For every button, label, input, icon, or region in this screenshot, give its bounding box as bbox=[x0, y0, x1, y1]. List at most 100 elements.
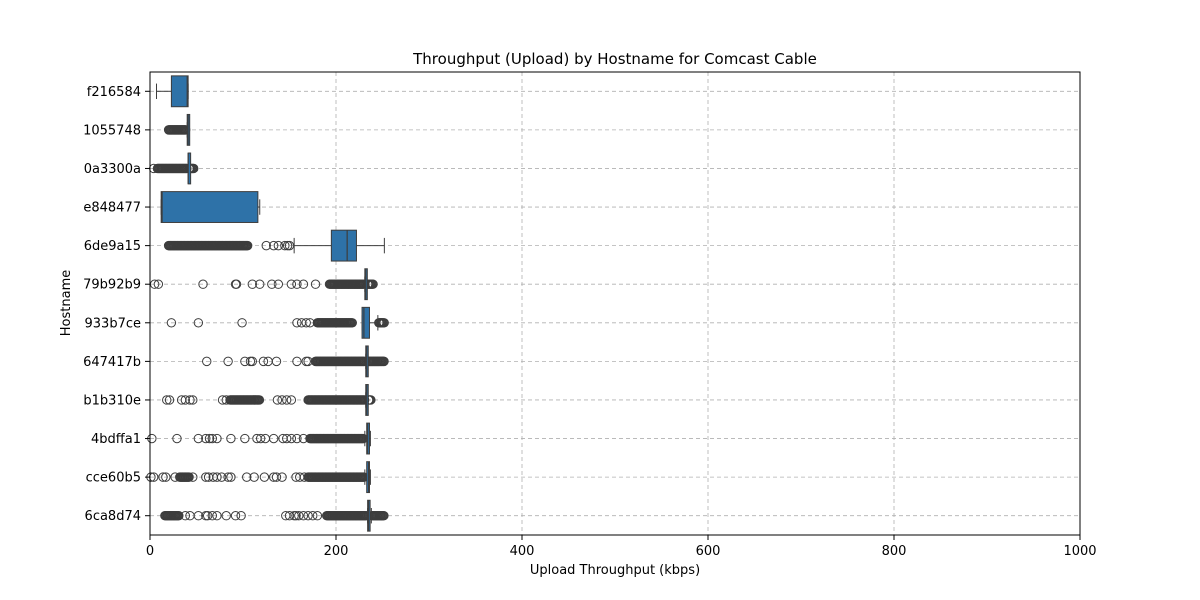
outlier-point bbox=[212, 433, 222, 444]
outlier-point bbox=[193, 318, 204, 328]
outlier-point bbox=[273, 279, 284, 289]
outlier-point bbox=[298, 433, 309, 444]
outlier-point bbox=[286, 279, 297, 289]
box-6ca8d74 bbox=[160, 499, 389, 532]
x-tick-label: 200 bbox=[324, 544, 349, 559]
outlier-point bbox=[198, 279, 208, 289]
outlier-point bbox=[170, 472, 180, 482]
outlier-point bbox=[240, 433, 250, 444]
outlier-point bbox=[164, 395, 175, 405]
outlier-point bbox=[207, 433, 218, 444]
x-tick-label: 1000 bbox=[1063, 544, 1096, 559]
outlier-point bbox=[273, 240, 284, 251]
iqr-box bbox=[170, 75, 189, 108]
y-tick-label: 4bdffa1 bbox=[91, 432, 141, 447]
outlier-point bbox=[254, 395, 265, 405]
outlier-point bbox=[216, 472, 227, 482]
box-f216584 bbox=[156, 75, 189, 108]
outlier-point bbox=[240, 356, 250, 367]
box-6de9a15 bbox=[163, 229, 385, 262]
outlier-point bbox=[221, 395, 231, 405]
outlier-point bbox=[217, 395, 228, 405]
outlier-point bbox=[268, 433, 279, 444]
outlier-point bbox=[282, 433, 292, 444]
outlier-point bbox=[201, 472, 211, 482]
box-b1b310e bbox=[162, 384, 376, 416]
box-933b7ce bbox=[166, 306, 389, 339]
x-tick-label: 800 bbox=[882, 544, 907, 559]
outlier-point bbox=[298, 279, 309, 289]
x-tick-label: 600 bbox=[696, 544, 721, 559]
outlier-point bbox=[347, 318, 357, 328]
outlier-point bbox=[161, 472, 171, 482]
outlier-point bbox=[226, 433, 236, 444]
outlier-point bbox=[261, 240, 271, 251]
x-tick-label: 0 bbox=[146, 544, 154, 559]
outlier-point bbox=[193, 511, 204, 521]
outlier-point bbox=[292, 318, 302, 328]
y-tick-label: 79b92b9 bbox=[83, 278, 141, 293]
outlier-point bbox=[255, 433, 266, 444]
outlier-point bbox=[298, 511, 309, 521]
outlier-point bbox=[242, 240, 253, 251]
outlier-point bbox=[268, 240, 279, 251]
outlier-point bbox=[271, 472, 282, 482]
outlier-point bbox=[231, 279, 242, 289]
outlier-point bbox=[379, 318, 389, 328]
outlier-point bbox=[272, 395, 283, 405]
y-tick-label: e848477 bbox=[83, 201, 141, 216]
outlier-point bbox=[267, 279, 277, 289]
outlier-point bbox=[295, 472, 305, 482]
outlier-point bbox=[301, 318, 311, 328]
outlier-point bbox=[368, 279, 378, 289]
outlier-point bbox=[212, 472, 222, 482]
outlier-point bbox=[204, 433, 215, 444]
outlier-point bbox=[188, 472, 198, 482]
outlier-point bbox=[223, 356, 233, 367]
outlier-point bbox=[158, 472, 168, 482]
y-tick-label: 1055748 bbox=[83, 123, 141, 138]
outlier-point bbox=[303, 356, 313, 367]
box-1055748 bbox=[163, 113, 191, 146]
outlier-point bbox=[184, 472, 194, 482]
outlier-point bbox=[193, 433, 204, 444]
outlier-point bbox=[226, 472, 236, 482]
outlier-point bbox=[292, 356, 302, 367]
outlier-point bbox=[291, 511, 301, 521]
box-647417b bbox=[202, 345, 389, 378]
outlier-point bbox=[303, 511, 313, 521]
grid bbox=[149, 72, 1081, 535]
outlier-point bbox=[202, 356, 212, 367]
outlier-point bbox=[286, 395, 297, 405]
outlier-point bbox=[308, 511, 318, 521]
outlier-point bbox=[242, 472, 252, 482]
axes: 0 200 400 600 800 1000 f216584 1055748 0a3300a e8… bbox=[83, 85, 1096, 559]
outlier-point bbox=[202, 511, 213, 521]
outlier-point bbox=[237, 318, 247, 328]
outlier-point bbox=[299, 472, 310, 482]
outlier-point bbox=[180, 511, 191, 521]
box-e848477 bbox=[160, 191, 261, 223]
y-tick-label: f216584 bbox=[87, 85, 141, 100]
outlier-point bbox=[223, 472, 233, 482]
outlier-point bbox=[236, 511, 246, 521]
outlier-point bbox=[230, 511, 241, 521]
outlier-point bbox=[255, 279, 265, 289]
outlier-point bbox=[174, 511, 184, 521]
outlier-point bbox=[292, 279, 302, 289]
y-tick-label: cce60b5 bbox=[86, 471, 141, 486]
y-tick-label: 6de9a15 bbox=[84, 239, 141, 254]
y-tick-label: 647417b bbox=[83, 355, 141, 370]
plot-frame bbox=[149, 71, 1081, 536]
outlier-point bbox=[284, 511, 295, 521]
y-axis-title: Hostname bbox=[59, 270, 74, 336]
outlier-point bbox=[247, 279, 258, 289]
outlier-point bbox=[247, 356, 258, 367]
outlier-point bbox=[258, 356, 269, 367]
outlier-point bbox=[305, 318, 315, 328]
outlier-point bbox=[259, 472, 270, 482]
x-axis-title: Upload Throughput (kbps) bbox=[530, 563, 700, 578]
chart-title: Throughput (Upload) by Hostname for Comc… bbox=[412, 50, 817, 68]
box-4bdffa1 bbox=[147, 422, 371, 455]
